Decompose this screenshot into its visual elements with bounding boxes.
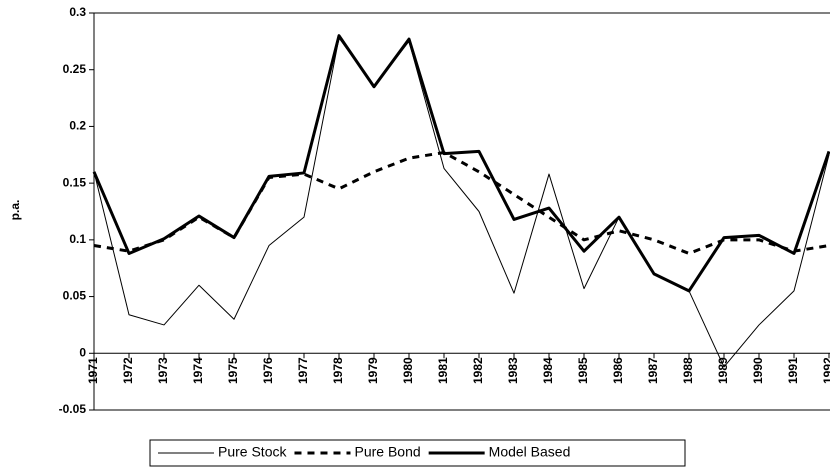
x-tick-label: 1989 xyxy=(716,357,730,384)
x-tick-label: 1992 xyxy=(821,357,830,384)
x-tick-label: 1976 xyxy=(261,357,275,384)
legend: Pure Stock Pure Bond Model Based xyxy=(149,439,686,467)
x-tick-label: 1974 xyxy=(191,357,205,384)
x-tick-label: 1982 xyxy=(471,357,485,384)
x-tick-label: 1979 xyxy=(366,357,380,384)
x-tick-label: 1991 xyxy=(786,357,800,384)
x-tick-label: 1973 xyxy=(156,357,170,384)
x-tick-label: 1978 xyxy=(331,357,345,384)
x-tick-label: 1985 xyxy=(576,357,590,384)
x-tick-label: 1987 xyxy=(646,357,660,384)
x-tick-label: 1986 xyxy=(611,357,625,384)
x-tick-label: 1971 xyxy=(86,357,100,384)
y-axis-label: p.a. xyxy=(8,200,22,221)
y-tick-label: 0.2 xyxy=(69,119,86,133)
legend-label: Pure Bond xyxy=(354,444,420,460)
y-tick-label: -0.05 xyxy=(59,402,87,416)
x-tick-label: 1990 xyxy=(751,357,765,384)
y-tick-label: 0.25 xyxy=(63,62,87,76)
series-line xyxy=(93,151,830,255)
y-tick-label: 0 xyxy=(79,345,86,359)
x-tick-label: 1981 xyxy=(436,357,450,384)
legend-label: Model Based xyxy=(489,444,571,460)
series-line xyxy=(92,34,830,293)
x-tick-label: 1975 xyxy=(226,357,240,384)
y-tick-label: 0.05 xyxy=(63,289,87,303)
x-tick-label: 1972 xyxy=(121,357,135,384)
y-tick-label: 0.15 xyxy=(63,175,87,189)
series-line xyxy=(93,37,830,368)
x-tick-label: 1977 xyxy=(296,357,310,384)
legend-box xyxy=(149,439,686,467)
x-tick-label: 1988 xyxy=(681,357,695,384)
x-tick-label: 1980 xyxy=(401,357,415,384)
x-tick-label: 1983 xyxy=(506,357,520,384)
y-tick-label: 0.1 xyxy=(69,232,86,246)
y-tick-label: 0.3 xyxy=(69,5,86,19)
legend-label: Pure Stock xyxy=(218,444,287,460)
x-tick-label: 1984 xyxy=(541,357,555,384)
